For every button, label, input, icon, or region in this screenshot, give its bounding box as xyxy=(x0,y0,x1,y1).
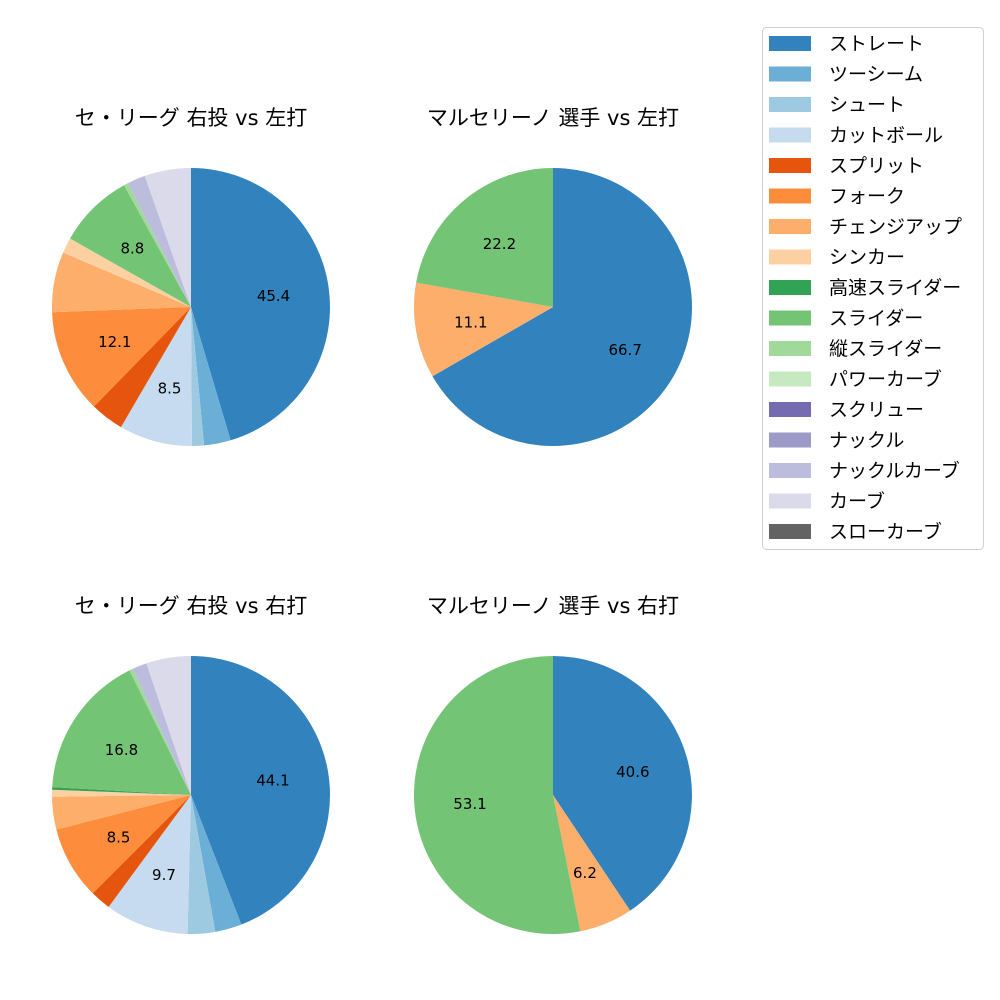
legend-swatch xyxy=(769,493,811,509)
legend-label: カットボール xyxy=(829,125,943,147)
legend-label: スライダー xyxy=(829,308,923,330)
slice-label: 8.8 xyxy=(120,240,144,258)
chart-title: マルセリーノ 選手 vs 右打 xyxy=(427,594,679,618)
legend-swatch xyxy=(769,188,811,204)
pie-slice xyxy=(52,787,192,795)
pie-slice xyxy=(146,656,191,795)
pie-slice xyxy=(416,168,553,307)
slice-label: 8.5 xyxy=(107,828,131,846)
pie-slice xyxy=(63,238,192,307)
pie-slice xyxy=(52,252,192,313)
slice-label: 11.1 xyxy=(454,313,487,331)
pie-slice xyxy=(191,307,231,446)
legend-swatch xyxy=(769,36,811,51)
legend-swatch xyxy=(769,402,811,417)
legend-label: ナックルカーブ xyxy=(829,459,960,482)
slice-label: 44.1 xyxy=(256,772,289,790)
legend-label: 縦スライダー xyxy=(829,338,942,360)
pie-slice xyxy=(413,656,581,934)
legend-frame xyxy=(762,27,984,550)
pie-slice xyxy=(124,183,191,307)
pie-chart-4: マルセリーノ 選手 vs 右打 40.6 6.2 53.1 xyxy=(413,594,692,934)
legend-label: フォーク xyxy=(829,186,905,208)
legend-swatch xyxy=(769,249,811,265)
legend-swatch xyxy=(769,371,811,387)
legend-label: スクリュー xyxy=(829,399,924,421)
legend-label: チェンジアップ xyxy=(829,216,962,238)
legend-label: パワーカーブ xyxy=(829,368,942,391)
pie-slice xyxy=(144,168,191,307)
pie-slice xyxy=(52,670,191,795)
legend-label: シンカー xyxy=(829,247,905,269)
pie-slice xyxy=(120,307,192,446)
pie-slice xyxy=(414,282,553,377)
legend-label: カーブ xyxy=(829,490,885,513)
legend-swatch xyxy=(769,97,811,112)
legend-label: スプリット xyxy=(829,155,924,177)
chart-title: セ・リーグ 右投 vs 右打 xyxy=(75,594,307,618)
pie-slice xyxy=(191,168,331,441)
pie-slice xyxy=(56,795,191,894)
legend-swatch xyxy=(769,127,811,143)
pie-slice xyxy=(191,656,330,925)
pie-slice xyxy=(127,175,191,307)
legend-swatch xyxy=(769,524,811,539)
legend-swatch xyxy=(769,280,811,295)
slice-label: 22.2 xyxy=(483,235,516,253)
legend-swatch xyxy=(769,219,811,234)
pie-slice xyxy=(52,795,192,830)
pie-slice xyxy=(70,185,191,307)
pie-slice xyxy=(51,789,191,797)
slice-label: 40.6 xyxy=(616,763,649,781)
pie-slice xyxy=(93,307,191,428)
pie-slice xyxy=(132,663,191,795)
legend-swatch xyxy=(769,341,811,356)
pie-slice xyxy=(92,795,191,907)
pie-chart-3: セ・リーグ 右投 vs 右打 44.1 9.7 8.5 16.8 xyxy=(51,594,330,935)
slice-label: 6.2 xyxy=(573,864,597,882)
pie-chart-2: マルセリーノ 選手 vs 左打 66.7 11.1 22.2 xyxy=(414,106,692,446)
legend-label: スローカーブ xyxy=(829,520,942,543)
slice-label: 53.1 xyxy=(453,795,486,813)
legend-label: 高速スライダー xyxy=(829,277,961,299)
pie-slice xyxy=(108,795,191,934)
pie-slice xyxy=(553,656,692,911)
legend-label: ナックル xyxy=(829,430,904,452)
legend-swatch xyxy=(769,463,811,478)
pie-slice xyxy=(187,795,216,935)
pie-slice xyxy=(553,795,631,932)
slice-label: 66.7 xyxy=(608,341,641,359)
legend-swatch xyxy=(769,66,811,82)
legend: ストレートツーシームシュートカットボールスプリットフォークチェンジアップシンカー… xyxy=(762,27,984,550)
slice-label: 9.7 xyxy=(152,866,176,884)
slice-label: 16.8 xyxy=(105,741,138,759)
pie-slice xyxy=(191,795,242,932)
chart-title: セ・リーグ 右投 vs 左打 xyxy=(75,106,307,130)
slice-label: 12.1 xyxy=(98,333,131,351)
legend-label: ストレート xyxy=(829,33,924,55)
pie-slice xyxy=(52,307,192,407)
pie-chart-1: セ・リーグ 右投 vs 左打 45.4 8.5 12.1 8.8 xyxy=(52,106,331,446)
chart-title: マルセリーノ 選手 vs 左打 xyxy=(427,106,679,130)
pie-slice xyxy=(191,307,205,446)
legend-label: シュート xyxy=(829,94,905,116)
legend-label: ツーシーム xyxy=(829,64,923,86)
legend-swatch xyxy=(769,432,811,448)
legend-swatch xyxy=(769,158,811,173)
pie-slice xyxy=(129,668,191,795)
slice-label: 8.5 xyxy=(158,380,182,398)
legend-swatch xyxy=(769,310,811,326)
slice-label: 45.4 xyxy=(257,287,290,305)
pie-slice xyxy=(432,168,692,446)
